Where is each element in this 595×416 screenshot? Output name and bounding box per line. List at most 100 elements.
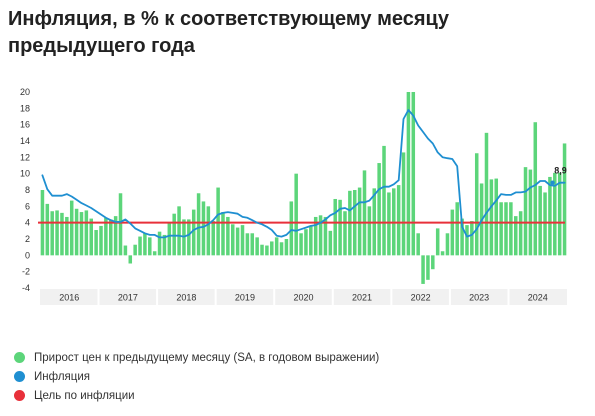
bar (108, 219, 113, 256)
bar (138, 236, 142, 256)
y-tick-label: -2 (22, 267, 30, 277)
bar (484, 132, 489, 256)
bar (514, 216, 518, 256)
bar (333, 198, 337, 256)
bar (543, 192, 547, 256)
bar (55, 210, 59, 256)
bar (309, 225, 313, 256)
inflation-line (41, 109, 566, 239)
y-tick-label: 0 (25, 250, 30, 260)
y-tick-label: 14 (20, 136, 30, 146)
bar (226, 216, 230, 256)
last-value-label: 8,9 (554, 166, 567, 176)
x-tick-label: 2022 (411, 293, 431, 303)
bar (279, 242, 284, 256)
bar (382, 145, 386, 256)
bar (94, 230, 98, 256)
x-tick-label: 2021 (352, 293, 372, 303)
bar (148, 237, 152, 256)
bar (245, 233, 250, 256)
bar (89, 218, 93, 256)
bar (211, 221, 215, 256)
bar (557, 172, 562, 256)
bar (270, 241, 274, 256)
legend-label-target: Цель по инфляции (34, 389, 135, 402)
bar (509, 202, 513, 256)
bar (323, 216, 328, 256)
legend: Прирост цен к предыдущему месяцу (SA, в … (14, 348, 379, 405)
bar (445, 233, 450, 256)
bar (523, 167, 528, 256)
bar (494, 178, 499, 256)
y-tick-label: 2 (25, 234, 30, 244)
bar (123, 245, 128, 256)
y-tick-label: 12 (20, 152, 30, 162)
bar (343, 211, 347, 256)
bar (167, 222, 172, 256)
legend-item-bars[interactable]: Прирост цен к предыдущему месяцу (SA, в … (14, 348, 379, 367)
bar (274, 237, 279, 256)
bar (216, 187, 220, 256)
y-tick-label: 6 (25, 201, 30, 211)
bar (528, 169, 533, 256)
bar (235, 227, 240, 256)
bar (396, 185, 401, 256)
bar (118, 193, 123, 256)
bar (143, 233, 147, 256)
bar (230, 224, 235, 256)
bar (206, 206, 211, 256)
x-axis-band (40, 289, 567, 305)
bar (304, 229, 308, 256)
bar (133, 244, 137, 256)
bar (562, 143, 567, 256)
bar (465, 225, 469, 256)
y-tick-label: 18 (20, 103, 30, 113)
bar (377, 163, 381, 256)
bar (113, 216, 118, 256)
bar (450, 209, 455, 256)
legend-item-inflation[interactable]: Инфляция (14, 367, 379, 386)
x-tick-label: 2024 (528, 293, 548, 303)
bar (289, 201, 294, 256)
bar (548, 176, 552, 256)
bar (313, 216, 318, 256)
bar (79, 212, 84, 256)
bar (69, 200, 74, 256)
bar (411, 92, 416, 256)
bar (250, 233, 255, 256)
bar (401, 152, 406, 256)
legend-item-target[interactable]: Цель по инфляции (14, 386, 379, 405)
bar (255, 237, 259, 256)
y-tick-label: 20 (20, 87, 30, 97)
bar (172, 213, 176, 256)
bar (162, 234, 167, 256)
bar (318, 215, 323, 256)
bar (435, 228, 440, 256)
bar (440, 251, 445, 256)
bar (426, 255, 430, 280)
bar (416, 233, 420, 256)
x-tick-label: 2017 (118, 293, 138, 303)
bar (260, 244, 264, 256)
bar (284, 239, 289, 256)
bar (357, 187, 362, 256)
bar (177, 206, 181, 256)
bar (104, 217, 108, 256)
chart-title: Инфляция, в % к соответствующему месяцу … (8, 8, 449, 57)
bar (431, 255, 435, 270)
bar (499, 202, 503, 256)
bar (362, 170, 367, 256)
bar (299, 233, 303, 256)
bar (50, 211, 54, 256)
y-tick-label: 8 (25, 185, 30, 195)
bar (455, 202, 459, 256)
bar (338, 199, 342, 256)
bar (187, 219, 191, 256)
bar (328, 230, 333, 256)
bar (128, 255, 133, 264)
bar (421, 255, 425, 284)
bar (45, 203, 50, 256)
y-tick-label: -4 (22, 283, 30, 293)
bar (474, 153, 479, 256)
